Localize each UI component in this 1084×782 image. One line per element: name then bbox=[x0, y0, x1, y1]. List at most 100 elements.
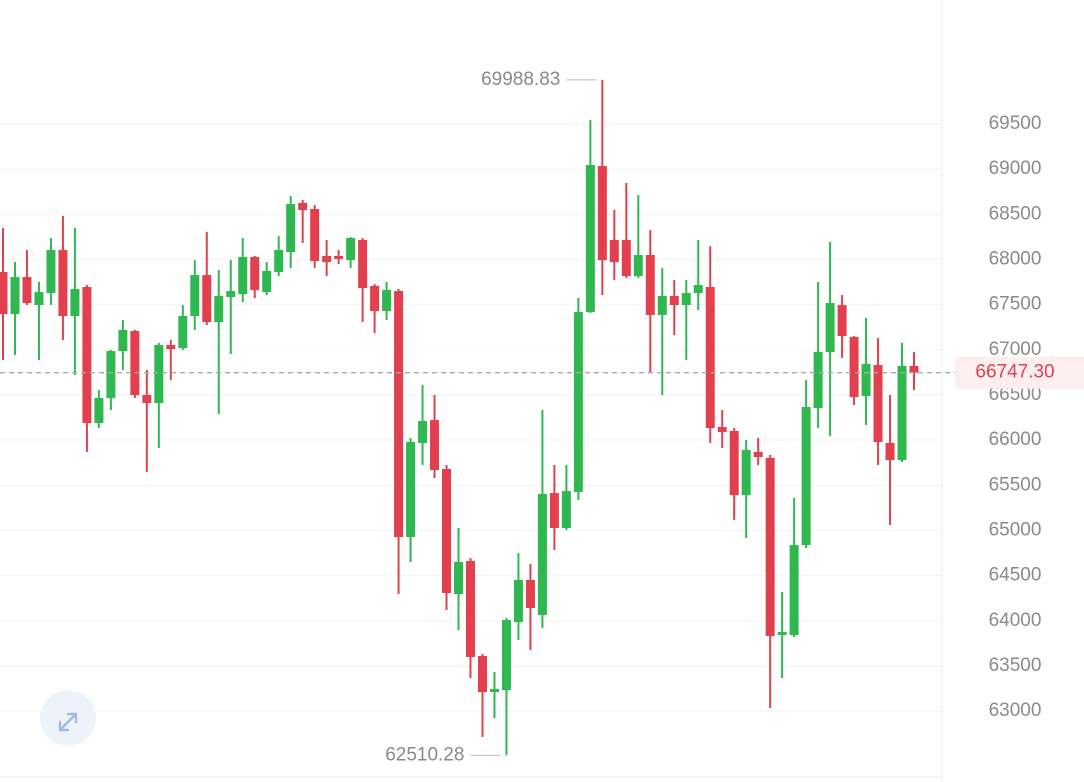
last-price-label: 66747.30 bbox=[975, 362, 1054, 383]
candle-body bbox=[58, 250, 68, 316]
y-tick-label: 68000 bbox=[989, 249, 1042, 270]
y-tick-label: 65000 bbox=[989, 520, 1042, 541]
candle-body bbox=[130, 330, 140, 396]
y-tick-label: 68500 bbox=[989, 203, 1042, 224]
y-tick-label: 64500 bbox=[989, 565, 1042, 586]
candle-body bbox=[118, 329, 128, 352]
candle-body bbox=[813, 352, 823, 409]
candle-body bbox=[717, 426, 727, 432]
candle-body bbox=[46, 250, 56, 294]
candle-body bbox=[334, 255, 344, 259]
candle-body bbox=[262, 270, 272, 293]
candle-body bbox=[585, 165, 595, 313]
y-tick-label: 69000 bbox=[989, 158, 1042, 179]
candle-body bbox=[693, 284, 703, 294]
candle-body bbox=[310, 209, 320, 262]
candle-body bbox=[801, 407, 811, 546]
max-label: 69988.83 bbox=[481, 69, 560, 90]
candle-body bbox=[537, 494, 547, 615]
expand-button[interactable] bbox=[40, 690, 96, 746]
expand-bg[interactable] bbox=[40, 690, 96, 746]
last-price-bg bbox=[955, 356, 1084, 389]
candle-body bbox=[633, 255, 643, 277]
candle-body bbox=[106, 351, 116, 399]
y-tick-label: 63500 bbox=[989, 655, 1042, 676]
candle-body bbox=[549, 493, 559, 528]
y-tick-label: 66500 bbox=[989, 384, 1042, 405]
candle-body bbox=[873, 365, 883, 442]
candle-body bbox=[274, 250, 284, 272]
candle-body bbox=[406, 441, 416, 538]
candle-body bbox=[202, 275, 212, 323]
candle-body bbox=[597, 166, 607, 261]
candle-body bbox=[573, 312, 583, 493]
candle-body bbox=[82, 286, 92, 424]
candle-body bbox=[142, 395, 152, 404]
candle-body bbox=[154, 344, 164, 404]
candle-body bbox=[226, 291, 236, 298]
y-tick-label: 69500 bbox=[989, 113, 1042, 134]
candle-body bbox=[669, 296, 679, 306]
candle-body bbox=[513, 580, 523, 623]
candle-body bbox=[489, 688, 499, 693]
candle-body bbox=[765, 457, 775, 637]
candle-body bbox=[298, 202, 308, 211]
candle-body bbox=[382, 290, 392, 312]
candle-body bbox=[465, 561, 475, 657]
candle-body bbox=[837, 305, 847, 337]
candle-body bbox=[454, 562, 463, 595]
candle-body bbox=[286, 204, 296, 253]
candle-body bbox=[94, 398, 104, 424]
y-tick-label: 67500 bbox=[989, 294, 1042, 315]
candle-body bbox=[657, 296, 667, 315]
candle-body bbox=[10, 277, 20, 314]
candle-body bbox=[358, 240, 368, 289]
candle-body bbox=[166, 344, 176, 350]
candle-body bbox=[238, 256, 248, 295]
candle-body bbox=[789, 545, 799, 636]
candle-body bbox=[849, 337, 859, 398]
candle-body bbox=[825, 303, 835, 353]
candle-body bbox=[477, 655, 487, 693]
candle-body bbox=[861, 364, 871, 397]
candle-body bbox=[250, 256, 260, 291]
candle-body bbox=[753, 452, 763, 457]
candle-body bbox=[561, 491, 571, 528]
candle-body bbox=[214, 296, 224, 323]
y-tick-label: 64000 bbox=[989, 610, 1042, 631]
candle-body bbox=[370, 285, 380, 312]
candle-body bbox=[705, 286, 715, 428]
candle-body bbox=[897, 366, 907, 460]
y-tick-label: 63000 bbox=[989, 700, 1042, 721]
candle-body bbox=[525, 580, 535, 609]
candle-body bbox=[0, 271, 8, 314]
candle-body bbox=[777, 632, 787, 636]
candle-body bbox=[729, 430, 739, 496]
expand-icon[interactable] bbox=[58, 712, 78, 732]
candle-body bbox=[645, 255, 655, 315]
y-tick-label: 67000 bbox=[989, 339, 1042, 360]
candle-body bbox=[430, 420, 440, 470]
candle-body bbox=[190, 275, 200, 316]
candle-body bbox=[34, 292, 44, 306]
candle-body bbox=[322, 255, 332, 263]
candle-body bbox=[681, 293, 691, 306]
candle-body bbox=[346, 238, 356, 261]
candle-body bbox=[22, 277, 32, 304]
candle-body bbox=[70, 289, 80, 316]
candle-body bbox=[885, 442, 895, 460]
candle-body bbox=[501, 620, 511, 691]
candle-body bbox=[418, 421, 428, 443]
candle-body bbox=[178, 315, 188, 349]
candle-body bbox=[621, 240, 631, 277]
y-tick-label: 66000 bbox=[989, 429, 1042, 450]
min-label: 62510.28 bbox=[385, 744, 464, 765]
y-tick-label: 65500 bbox=[989, 474, 1042, 495]
candle-body bbox=[394, 291, 404, 538]
candle-body bbox=[609, 240, 619, 263]
candle-body bbox=[741, 450, 751, 496]
candle-body bbox=[442, 469, 452, 594]
candle-body bbox=[909, 366, 919, 373]
